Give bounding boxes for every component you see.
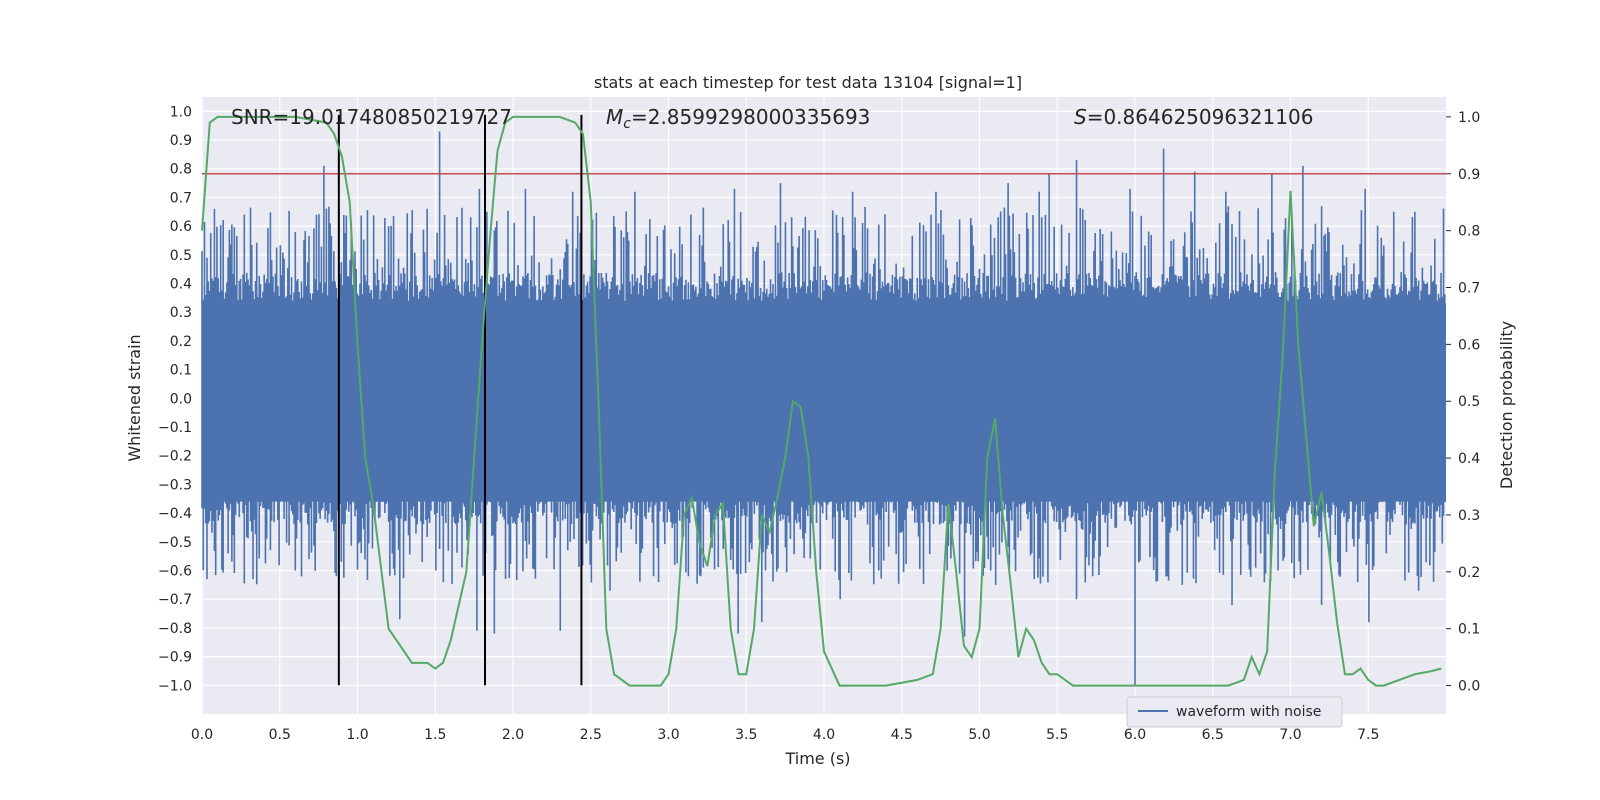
y-left-tick-label: 0.0 (170, 391, 192, 407)
y-right-tick-label: 1.0 (1458, 110, 1480, 126)
y-left-tick-label: −0.3 (158, 477, 192, 493)
x-tick-label: 1.0 (346, 727, 368, 743)
y-left-tick-label: −0.7 (158, 592, 192, 608)
x-tick-label: 2.0 (502, 727, 524, 743)
y-left-tick-label: 0.8 (170, 162, 192, 178)
s-value: =0.864625096321106 (1087, 105, 1314, 129)
y-right-tick-label: 0.8 (1458, 224, 1480, 240)
x-tick-label: 0.5 (269, 727, 291, 743)
y-left-tick-label: −0.5 (158, 535, 192, 551)
y-left-tick-label: −0.1 (158, 420, 192, 436)
y-right-tick-label: 0.7 (1458, 281, 1480, 297)
legend-box (1126, 696, 1343, 728)
y-left-tick-label: −1.0 (158, 678, 192, 694)
y-left-tick-label: 0.5 (170, 248, 192, 264)
y-right-tick-label: 0.4 (1458, 451, 1480, 467)
x-tick-label: 0.0 (191, 727, 213, 743)
snr-annotation: SNR=19.017480850219727 (231, 105, 512, 129)
detection-probability-line (201, 115, 1442, 687)
y-right-tick-label: 0.3 (1458, 508, 1480, 524)
detection-probability-series (201, 115, 1442, 687)
x-tick-label: 3.0 (657, 727, 679, 743)
chart-title: stats at each timestep for test data 131… (594, 73, 1022, 92)
x-axis-label: Time (s) (784, 749, 850, 768)
y-left-tick-label: 0.4 (170, 277, 192, 293)
y-left-tick-label: 0.2 (170, 334, 192, 350)
x-tick-label: 1.5 (424, 727, 446, 743)
s-annotation: S=0.864625096321106 (1074, 105, 1313, 129)
s-symbol: S (1074, 105, 1087, 129)
y-right-tick-label: 0.0 (1458, 679, 1480, 695)
chirp-mass-value: =2.8599298000335693 (631, 105, 870, 129)
waveform-series (201, 131, 1446, 686)
y-left-tick-label: 1.0 (170, 104, 192, 120)
x-tick-label: 4.0 (813, 727, 835, 743)
y-left-tick-label: −0.8 (158, 621, 192, 637)
tick-labels: 0.0 0.5 1.0 1.5 2.0 2.5 3.0 3.5 4.0 4.5 5.0 5.5 6.0 6… (158, 104, 1480, 743)
x-tick-label: 5.5 (1046, 727, 1068, 743)
chirp-mass-symbol: M (606, 105, 623, 129)
y-left-tick-label: 0.6 (170, 219, 192, 235)
x-tick-label: 6.5 (1202, 727, 1224, 743)
chirp-mass-subscript: c (623, 116, 631, 132)
legend: waveform with noise (1126, 696, 1343, 728)
y-right-tick-label: 0.9 (1458, 167, 1480, 183)
x-tick-label: 5.0 (968, 727, 990, 743)
vertical-markers (337, 114, 583, 686)
y-left-tick-label: −0.6 (158, 564, 192, 580)
x-tick-label: 2.5 (580, 727, 602, 743)
y-right-tick-label: 0.2 (1458, 565, 1480, 581)
y-left-tick-label: −0.4 (158, 506, 192, 522)
x-tick-label: 3.5 (735, 727, 757, 743)
y-left-tick-label: 0.3 (170, 305, 192, 321)
legend-entry: waveform with noise (1176, 704, 1321, 720)
y-left-tick-label: −0.2 (158, 449, 192, 465)
y-right-tick-label: 0.5 (1458, 394, 1480, 410)
waveform-core-band (202, 303, 1446, 502)
x-tick-label: 4.5 (891, 727, 913, 743)
x-tick-label: 6.0 (1124, 727, 1146, 743)
x-tick-label: 7.5 (1357, 727, 1379, 743)
x-tick-label: 7.0 (1279, 727, 1301, 743)
y-left-tick-label: 0.1 (170, 363, 192, 379)
y-right-tick-label: 0.6 (1458, 337, 1480, 353)
y-axis-right-label: Detection probability (1497, 321, 1516, 489)
y-right-tick-label: 0.1 (1458, 622, 1480, 638)
y-left-tick-label: 0.9 (170, 133, 192, 149)
y-axis-left-label: Whitened strain (125, 334, 144, 461)
y-left-tick-label: −0.9 (158, 650, 192, 666)
chirp-mass-annotation: Mc=2.8599298000335693 (606, 105, 870, 132)
y-left-tick-label: 0.7 (170, 190, 192, 206)
